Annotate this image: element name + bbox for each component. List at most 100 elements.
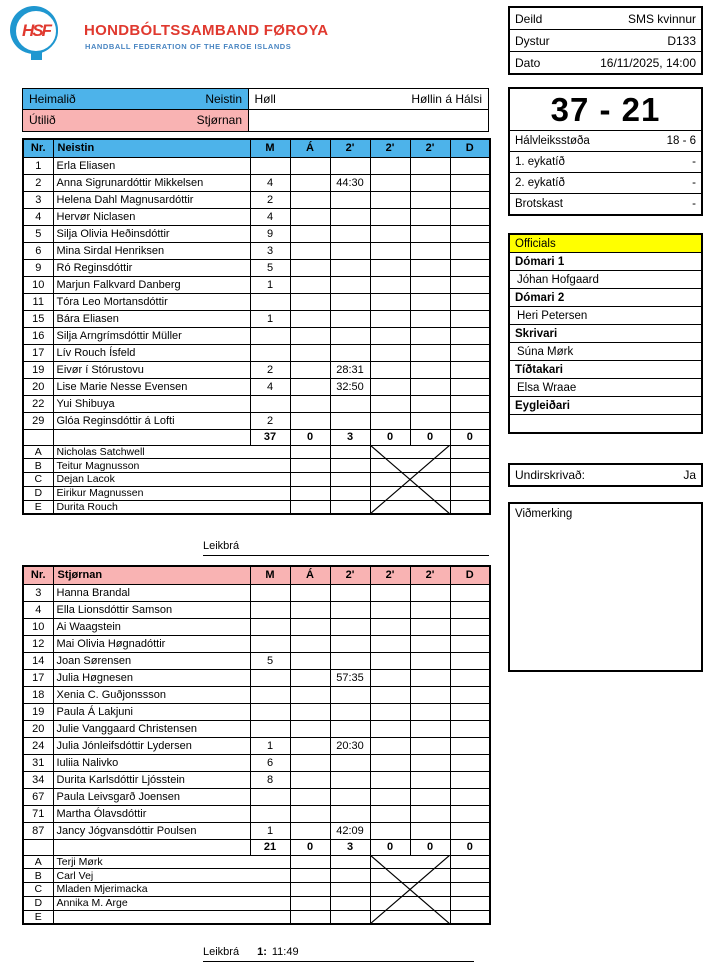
player-name: Eivør í Stórustovu (52, 360, 251, 379)
stat-cell (449, 173, 491, 192)
stat-cell (409, 309, 451, 328)
stat-cell: 9 (22, 258, 54, 277)
player-name: Martha Ólavsdóttir (52, 804, 251, 823)
home-team-name: Neistin (205, 92, 242, 106)
stat-cell (369, 854, 451, 870)
official-name: Dejan Lacok (52, 472, 291, 487)
hall-label: Høll (254, 92, 276, 106)
stat-cell (329, 719, 371, 738)
stat-cell (289, 156, 331, 175)
referee1-name: Jóhan Hofgaard (510, 270, 701, 288)
stat-cell (449, 895, 491, 911)
stat-cell (369, 190, 411, 209)
stat-cell (369, 472, 451, 487)
stat-cell: 16 (22, 326, 54, 345)
secretary-role: Skrivari (510, 324, 701, 342)
stat-cell: 22 (22, 394, 54, 413)
official-name: Terji Mørk (52, 854, 291, 870)
stat-cell (329, 895, 371, 911)
stat-cell (369, 804, 411, 823)
stat-cell (449, 702, 491, 721)
stat-cell: 29 (22, 411, 54, 430)
logo-monogram: HSF (22, 21, 52, 40)
stat-cell: 1 (249, 736, 291, 755)
logo-inner-circle: HSF (14, 9, 58, 53)
player-name: Tóra Leo Mortansdóttir (52, 292, 251, 311)
stat-cell (449, 634, 491, 653)
stat-cell (289, 787, 331, 806)
team-official-row: D Annika M. Arge (22, 895, 491, 911)
penalty-throw-label: Brotskast (515, 198, 563, 210)
stat-cell: 3 (22, 190, 54, 209)
away-team-table: Nr. Stjørnan M Á 2' 2' 2' D 3 Hanna Brand… (22, 565, 491, 925)
home-gamecard-label: Leikbrá (203, 540, 240, 552)
col-nr: Nr. (22, 138, 54, 158)
official-letter: D (22, 895, 54, 911)
stat-cell (289, 583, 331, 602)
stat-cell (249, 343, 291, 362)
stat-cell: 4 (22, 207, 54, 226)
player-row: 11 Tóra Leo Mortansdóttir (22, 292, 491, 311)
stat-cell (329, 583, 371, 602)
col-nr: Nr. (22, 565, 54, 585)
stat-cell: 15 (22, 309, 54, 328)
player-name: Hanna Brandal (52, 583, 251, 602)
stat-cell (369, 770, 411, 789)
player-row: 9 Ró Reginsdóttir 5 (22, 258, 491, 277)
stat-cell (449, 499, 491, 515)
player-row: 22 Yui Shibuya (22, 394, 491, 413)
team-official-row: C Dejan Lacok (22, 472, 491, 487)
player-name: Erla Eliasen (52, 156, 251, 175)
player-name: Lise Marie Nesse Evensen (52, 377, 251, 396)
stat-cell (449, 360, 491, 379)
stat-cell (409, 668, 451, 687)
stat-cell (289, 411, 331, 430)
stat-cell: 71 (22, 804, 54, 823)
player-row: 12 Mai Olivia Høgnadóttir (22, 634, 491, 653)
stat-cell: 17 (22, 343, 54, 362)
stat-cell (449, 156, 491, 175)
stat-cell (369, 499, 451, 515)
stat-cell: 42:09 (329, 821, 371, 840)
stat-cell (369, 292, 411, 311)
stat-cell (249, 702, 291, 721)
stat-cell (409, 156, 451, 175)
observer-name (510, 414, 701, 432)
stat-cell (329, 190, 371, 209)
player-name: Silja Olivia Heðinsdóttir (52, 224, 251, 243)
total-cell (52, 838, 251, 856)
player-name: Jancy Jógvansdóttir Poulsen (52, 821, 251, 840)
away-gamecard-number: 1: (257, 946, 267, 958)
official-name: Eirikur Magnussen (52, 485, 291, 501)
stat-cell (329, 444, 371, 460)
stat-cell (369, 882, 451, 897)
player-row: 34 Durita Karlsdóttir Ljósstein 8 (22, 770, 491, 789)
officials-title: Officials (510, 235, 701, 252)
referee2-name: Heri Petersen (510, 306, 701, 324)
player-row: 15 Bára Eliasen 1 (22, 309, 491, 328)
stat-cell (369, 868, 451, 884)
stat-cell (289, 651, 331, 670)
official-letter: D (22, 485, 54, 501)
stat-cell (329, 617, 371, 636)
official-letter: A (22, 854, 54, 870)
player-row: 17 Lív Rouch Ísfeld (22, 343, 491, 362)
stat-cell (329, 458, 371, 474)
total-cell: 3 (329, 838, 371, 856)
stat-cell (409, 394, 451, 413)
player-name: Lív Rouch Ísfeld (52, 343, 251, 362)
stat-cell: 20 (22, 377, 54, 396)
col-2min-3: 2' (409, 138, 451, 158)
stat-cell (289, 499, 331, 515)
stat-cell (409, 600, 451, 619)
stat-cell (329, 292, 371, 311)
stat-cell (289, 224, 331, 243)
stat-cell (409, 173, 451, 192)
official-name: Annika M. Arge (52, 895, 291, 911)
stat-cell (289, 895, 331, 911)
signed-label: Undirskrivað: (515, 468, 586, 482)
stat-cell (329, 499, 371, 515)
stat-cell (409, 617, 451, 636)
col-warning: Á (289, 138, 331, 158)
